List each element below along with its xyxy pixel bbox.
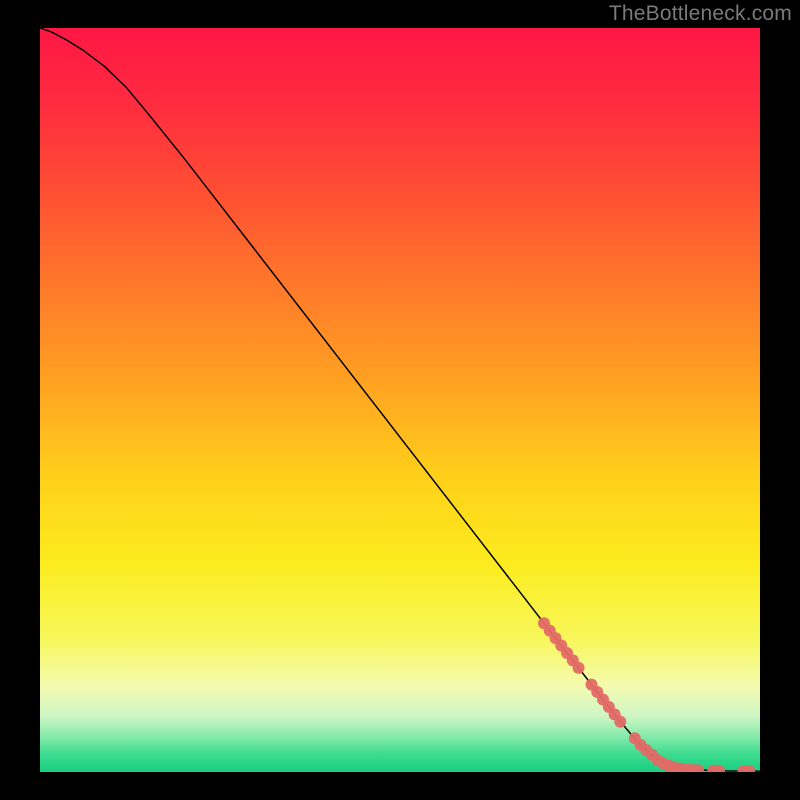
gradient-fill-rect [40, 28, 760, 772]
plot-svg [40, 28, 760, 772]
chart-frame: TheBottleneck.com [0, 0, 800, 800]
watermark-text: TheBottleneck.com [609, 2, 792, 26]
data-marker [573, 662, 585, 674]
data-marker [614, 716, 626, 728]
